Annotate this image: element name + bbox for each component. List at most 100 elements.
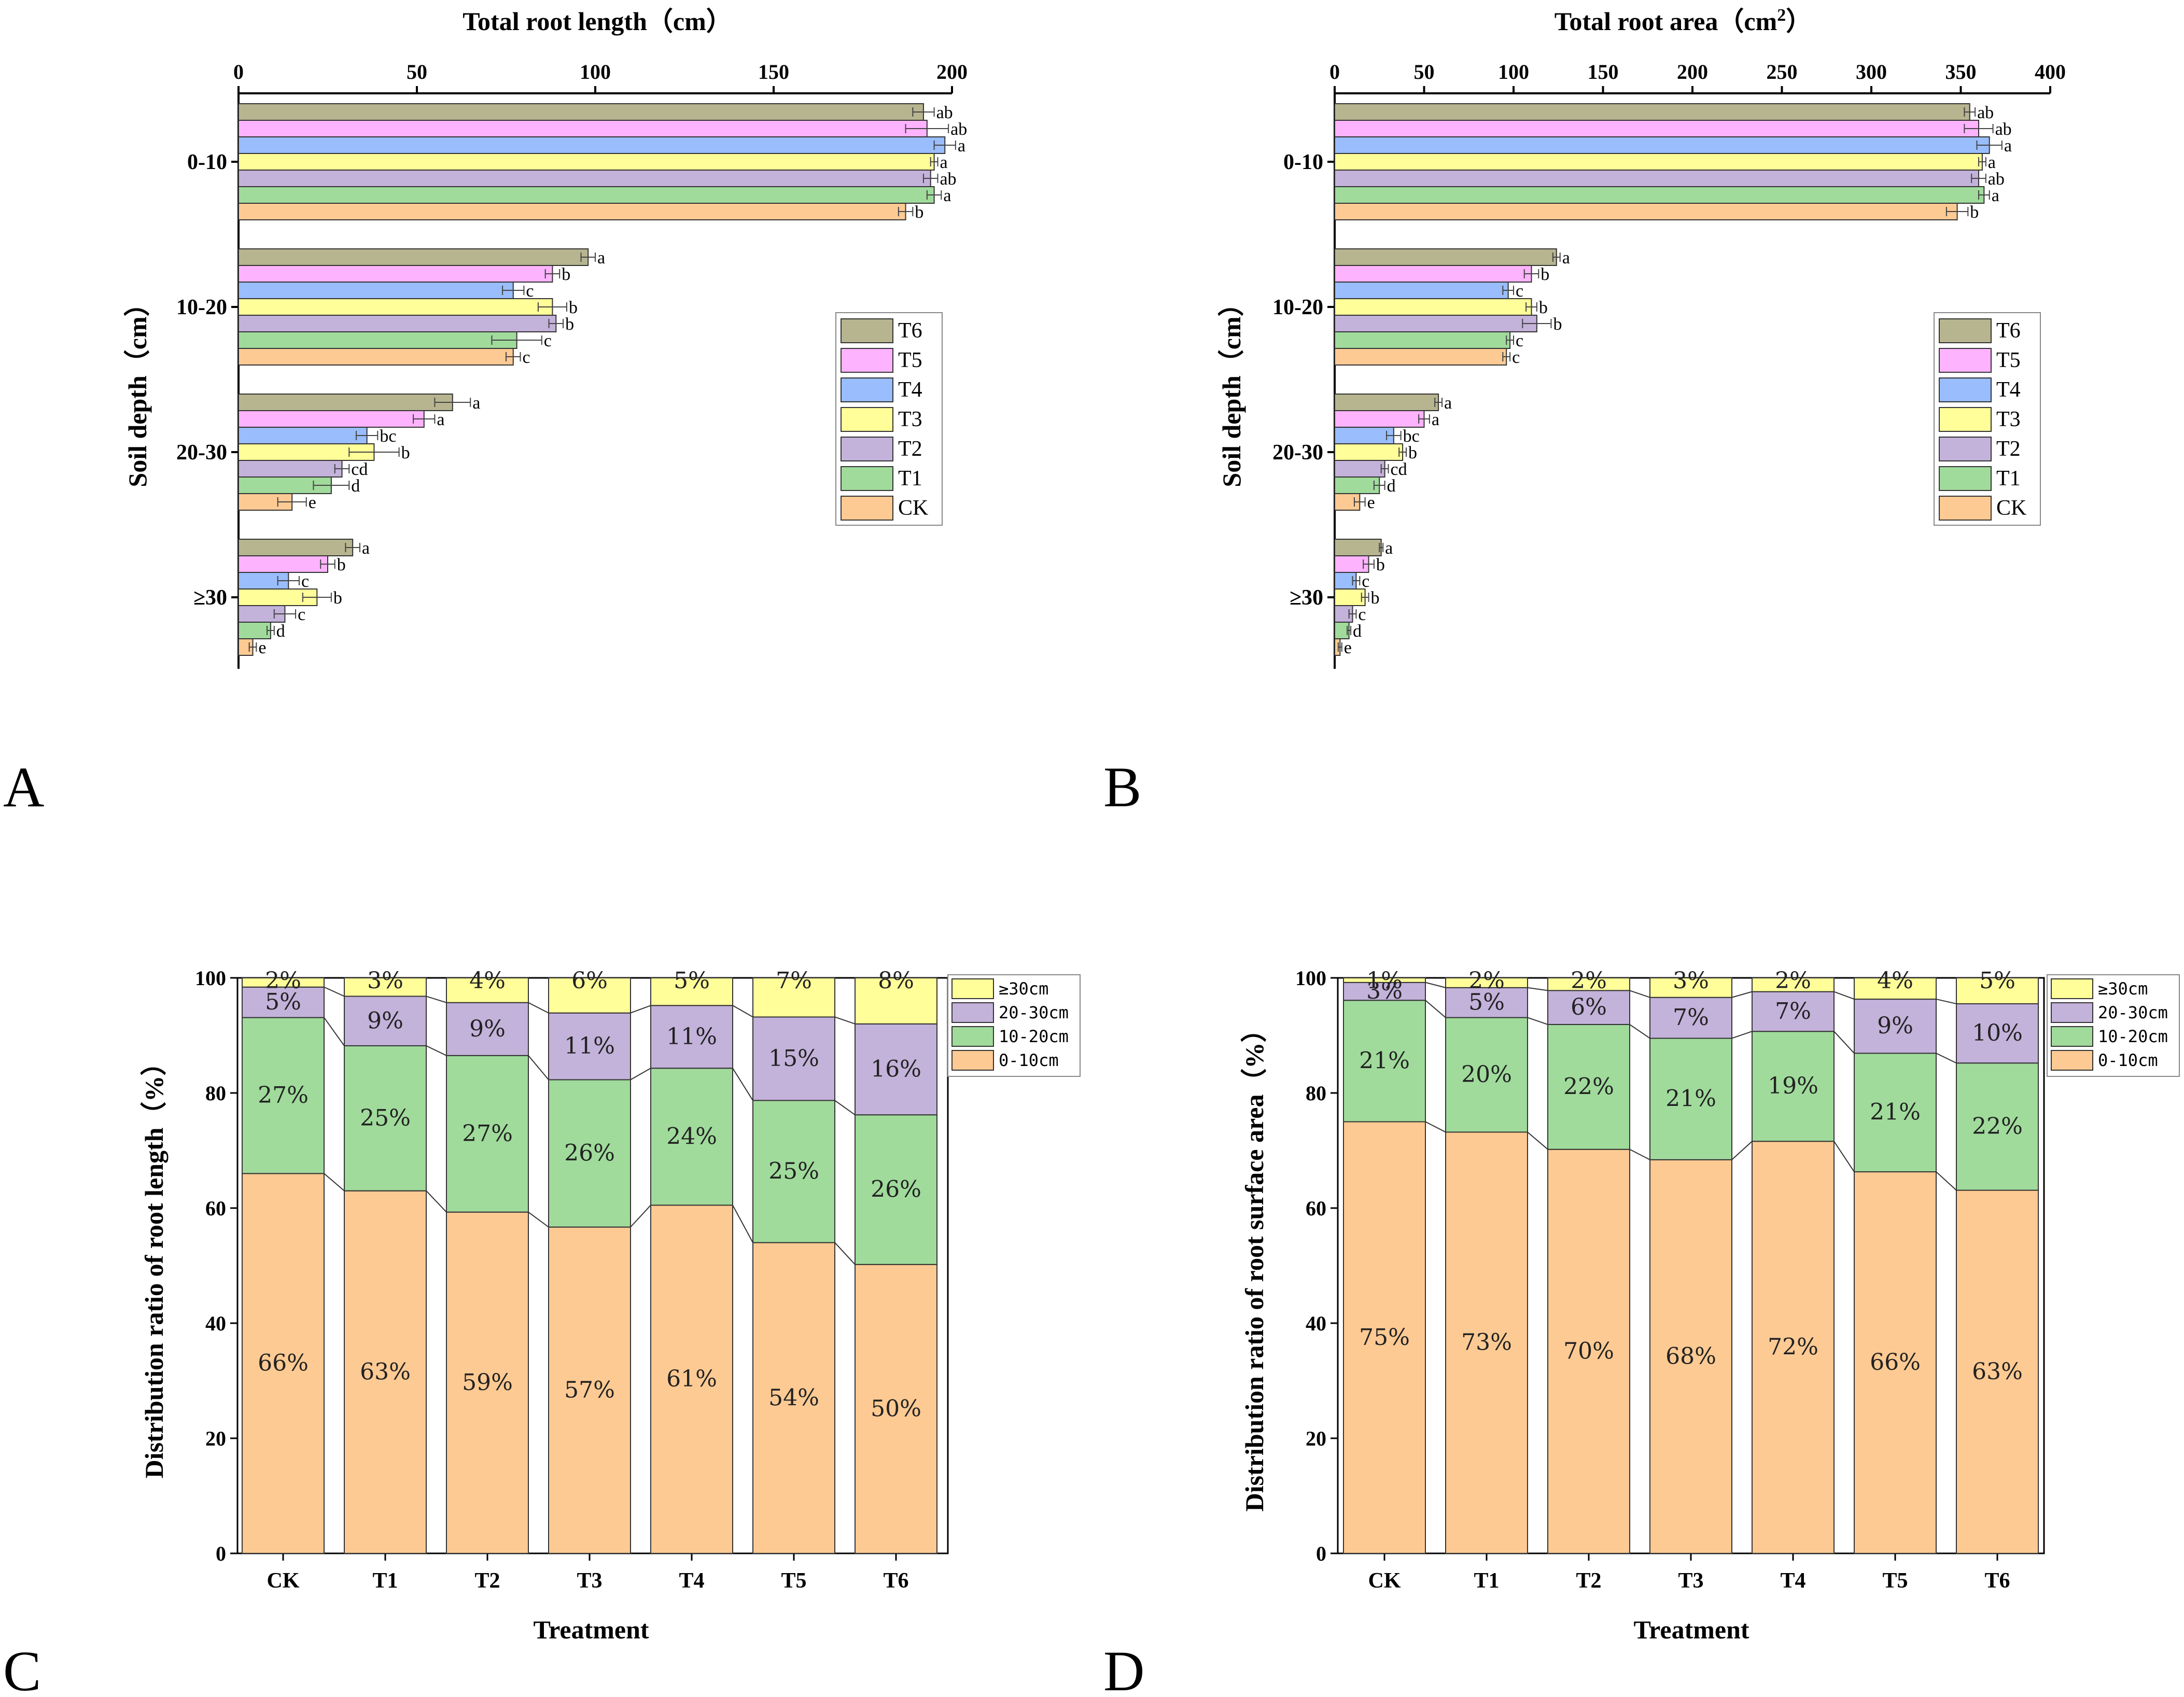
- x-tick-label: CK: [267, 1569, 300, 1593]
- x-tick-label: T2: [474, 1569, 500, 1593]
- y-axis-title: Soil depth（cm）: [123, 290, 152, 487]
- x-tick-label: 400: [2035, 60, 2066, 83]
- significance-label: b: [401, 443, 410, 462]
- segment-label: 26%: [871, 1176, 921, 1202]
- bar-t6: [238, 103, 924, 121]
- connector-line: [1629, 1148, 1650, 1160]
- bar-t4: [1334, 427, 1394, 444]
- segment-label: 9%: [367, 1007, 403, 1034]
- bar-t5: [238, 120, 928, 137]
- significance-label: a: [1385, 539, 1393, 558]
- stack-segment-d20_30: [1854, 999, 1937, 1054]
- bar-t5: [1334, 265, 1532, 283]
- segment-label: 66%: [258, 1350, 309, 1377]
- connector-line: [1731, 991, 1753, 998]
- connector-line: [528, 1002, 549, 1014]
- segment-label: 11%: [564, 1033, 615, 1059]
- legend-label: 20-30cm: [999, 1003, 1069, 1022]
- bar-ck: [238, 348, 514, 366]
- segment-label: 2%: [1571, 967, 1607, 994]
- segment-label: 5%: [1979, 967, 2015, 994]
- bar-t1: [1334, 186, 1985, 204]
- chart-panel-d-area-ratio: Treatment Distribution ratio of root sur…: [1240, 966, 2180, 1644]
- connector-line: [426, 995, 447, 1003]
- significance-label: b: [565, 315, 574, 334]
- chart-title: Total root area（cm2）: [1555, 6, 1812, 36]
- connector-line: [1731, 1031, 1753, 1039]
- bar-t6: [1334, 539, 1382, 556]
- x-tick-label: 250: [1767, 60, 1798, 83]
- bar-t2: [238, 170, 931, 187]
- legend-swatch-ge30: [951, 978, 994, 999]
- significance-label: b: [1970, 203, 1979, 222]
- legend-swatch-t2: [841, 437, 893, 461]
- bar-t4: [238, 282, 514, 299]
- connector-line: [732, 1204, 753, 1243]
- legend-swatch-t4: [841, 377, 893, 402]
- significance-label: b: [569, 298, 578, 317]
- y-axis-title: Soil depth（cm）: [1217, 290, 1246, 487]
- y-tick-label: 60: [1306, 1197, 1326, 1220]
- segment-label: 5%: [674, 967, 710, 994]
- significance-label: ab: [950, 120, 967, 139]
- segment-label: 75%: [1359, 1324, 1410, 1351]
- bars: 66%27%5%2%63%25%9%3%59%27%9%4%57%26%11%6…: [242, 967, 937, 1554]
- segment-label: 9%: [469, 1016, 506, 1042]
- chart-panel-c-length-ratio: Treatment Distribution ratio of root len…: [139, 966, 1081, 1644]
- legend-label: T2: [898, 437, 922, 461]
- legend-swatch-d20_30: [951, 1002, 994, 1023]
- y-tick-label: 0: [1316, 1542, 1326, 1565]
- connector-line: [732, 1068, 753, 1101]
- stack-segment-d0_10: [1956, 1189, 2039, 1554]
- segment-label: 25%: [768, 1158, 819, 1185]
- segment-label: 21%: [1359, 1047, 1410, 1074]
- segment-label: 73%: [1461, 1329, 1512, 1356]
- segment-label: 22%: [1563, 1073, 1614, 1100]
- x-tick-label: T1: [372, 1569, 398, 1593]
- segment-label: 21%: [1665, 1086, 1716, 1112]
- connector-line: [1731, 1141, 1753, 1160]
- segment-label: 15%: [768, 1045, 819, 1072]
- x-tick-label: T2: [1576, 1569, 1601, 1593]
- segment-label: 2%: [1775, 967, 1811, 994]
- significance-label: e: [309, 493, 316, 512]
- segment-label: 1%: [1366, 967, 1403, 994]
- legend-swatch-t6: [1939, 318, 1992, 343]
- title-end: ）: [1786, 7, 1812, 36]
- significance-label: c: [1358, 605, 1366, 624]
- connector-line: [1833, 1141, 1855, 1172]
- bar-t3: [238, 153, 935, 171]
- significance-label: d: [1353, 622, 1362, 641]
- stack-segment-ge30: [1445, 977, 1528, 988]
- bar-t3: [1334, 298, 1532, 316]
- stack-segment-d10_20: [1343, 1000, 1426, 1123]
- stack-segment-d20_30: [1343, 981, 1426, 1001]
- legend-swatch-d10_20: [2051, 1026, 2093, 1047]
- y-group-label: 0-10: [187, 150, 227, 174]
- significance-label: b: [1408, 443, 1417, 462]
- x-tick-label: T6: [883, 1569, 908, 1593]
- bar-t6: [238, 394, 453, 411]
- stack-segment-ge30: [1956, 977, 2039, 1004]
- stack-segment-d20_30: [1956, 1003, 2039, 1064]
- significance-label: e: [1367, 493, 1375, 512]
- significance-label: a: [1562, 248, 1570, 268]
- x-tick-label: 300: [1856, 60, 1887, 83]
- title-superscript: 2: [1777, 6, 1786, 25]
- y-tick-label: 100: [1295, 966, 1326, 990]
- stack-segment-d0_10: [344, 1190, 427, 1554]
- significance-label: ab: [940, 170, 956, 189]
- significance-label: cd: [351, 460, 368, 479]
- significance-label: b: [1553, 315, 1562, 334]
- y-tick-label: 60: [205, 1197, 226, 1220]
- segment-label: 27%: [462, 1120, 513, 1147]
- significance-label: c: [523, 348, 530, 367]
- legend-label: T4: [898, 378, 922, 402]
- legend-label: CK: [898, 496, 928, 520]
- connector-line: [324, 1173, 345, 1191]
- bar-t4: [1334, 282, 1509, 299]
- stack-segment-ge30: [1649, 977, 1732, 998]
- chart-panel-b-root-area: Total root area（cm2） Soil depth（cm） 0 50 1…: [1217, 6, 2066, 669]
- x-tick-label: 200: [936, 60, 968, 83]
- legend-swatch-ck: [1939, 496, 1992, 521]
